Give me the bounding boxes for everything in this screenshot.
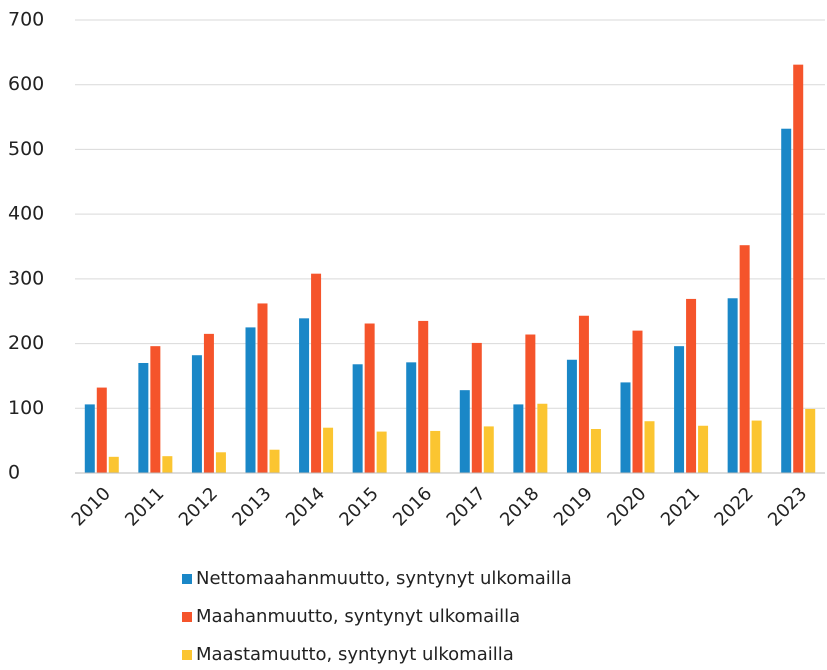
- bar: [537, 403, 548, 473]
- bar: [203, 333, 214, 473]
- bar: [406, 362, 417, 473]
- bar: [162, 456, 173, 473]
- bar: [364, 323, 375, 473]
- bar: [376, 431, 387, 473]
- bar: [513, 404, 524, 473]
- x-tick-label: 2023: [764, 483, 811, 530]
- bar: [257, 303, 268, 473]
- bar: [323, 427, 334, 473]
- bar: [108, 456, 119, 473]
- bar: [84, 404, 95, 473]
- bar: [215, 452, 226, 473]
- legend-swatch: [182, 650, 192, 660]
- bar: [418, 320, 429, 473]
- x-tick-label: 2021: [657, 483, 704, 530]
- bar: [311, 273, 322, 473]
- legend-swatch: [182, 574, 192, 584]
- bar: [620, 382, 631, 473]
- bar: [459, 390, 470, 473]
- bar: [727, 298, 738, 473]
- y-tick-label: 600: [8, 73, 44, 95]
- bar: [471, 342, 482, 473]
- legend-label: Nettomaahanmuutto, syntynyt ulkomailla: [196, 568, 572, 589]
- x-tick-label: 2012: [175, 483, 222, 530]
- x-tick-label: 2016: [389, 483, 436, 530]
- legend-label: Maahanmuutto, syntynyt ulkomailla: [196, 606, 520, 627]
- bar: [698, 425, 709, 473]
- bar: [578, 315, 589, 473]
- y-tick-label: 400: [8, 203, 44, 225]
- bar: [590, 428, 601, 473]
- bar: [632, 330, 643, 473]
- bar: [751, 420, 762, 473]
- x-tick-label: 2018: [496, 483, 543, 530]
- bar: [191, 355, 202, 473]
- bar: [739, 245, 750, 473]
- x-tick-label: 2019: [550, 483, 597, 530]
- bar: [150, 346, 161, 473]
- bar: [138, 362, 149, 473]
- bar: [674, 346, 685, 473]
- bar: [352, 364, 363, 473]
- x-tick-label: 2020: [603, 483, 650, 530]
- legend-label: Maastamuutto, syntynyt ulkomailla: [196, 644, 514, 665]
- y-tick-label: 100: [8, 397, 44, 419]
- x-tick-label: 2015: [335, 483, 382, 530]
- bar: [430, 430, 441, 473]
- bar: [686, 298, 697, 473]
- x-tick-label: 2011: [121, 483, 168, 530]
- x-tick-label: 2010: [68, 483, 115, 530]
- bar: [644, 421, 655, 473]
- y-tick-label: 300: [8, 267, 44, 289]
- bar: [793, 64, 804, 473]
- bar: [805, 408, 816, 473]
- bar: [566, 359, 577, 473]
- bar: [96, 387, 107, 473]
- x-tick-label: 2013: [228, 483, 275, 530]
- bar: [245, 327, 256, 473]
- y-tick-label: 0: [8, 462, 20, 484]
- bar: [269, 449, 280, 473]
- x-tick-label: 2022: [710, 483, 757, 530]
- x-tick-label: 2014: [282, 483, 329, 530]
- bar: [781, 128, 792, 473]
- bar: [483, 426, 494, 473]
- bar: [525, 334, 536, 473]
- y-tick-label: 500: [8, 138, 44, 160]
- legend-swatch: [182, 612, 192, 622]
- bar: [299, 318, 310, 473]
- y-tick-label: 700: [8, 9, 44, 31]
- x-tick-label: 2017: [443, 483, 490, 530]
- y-tick-label: 200: [8, 332, 44, 354]
